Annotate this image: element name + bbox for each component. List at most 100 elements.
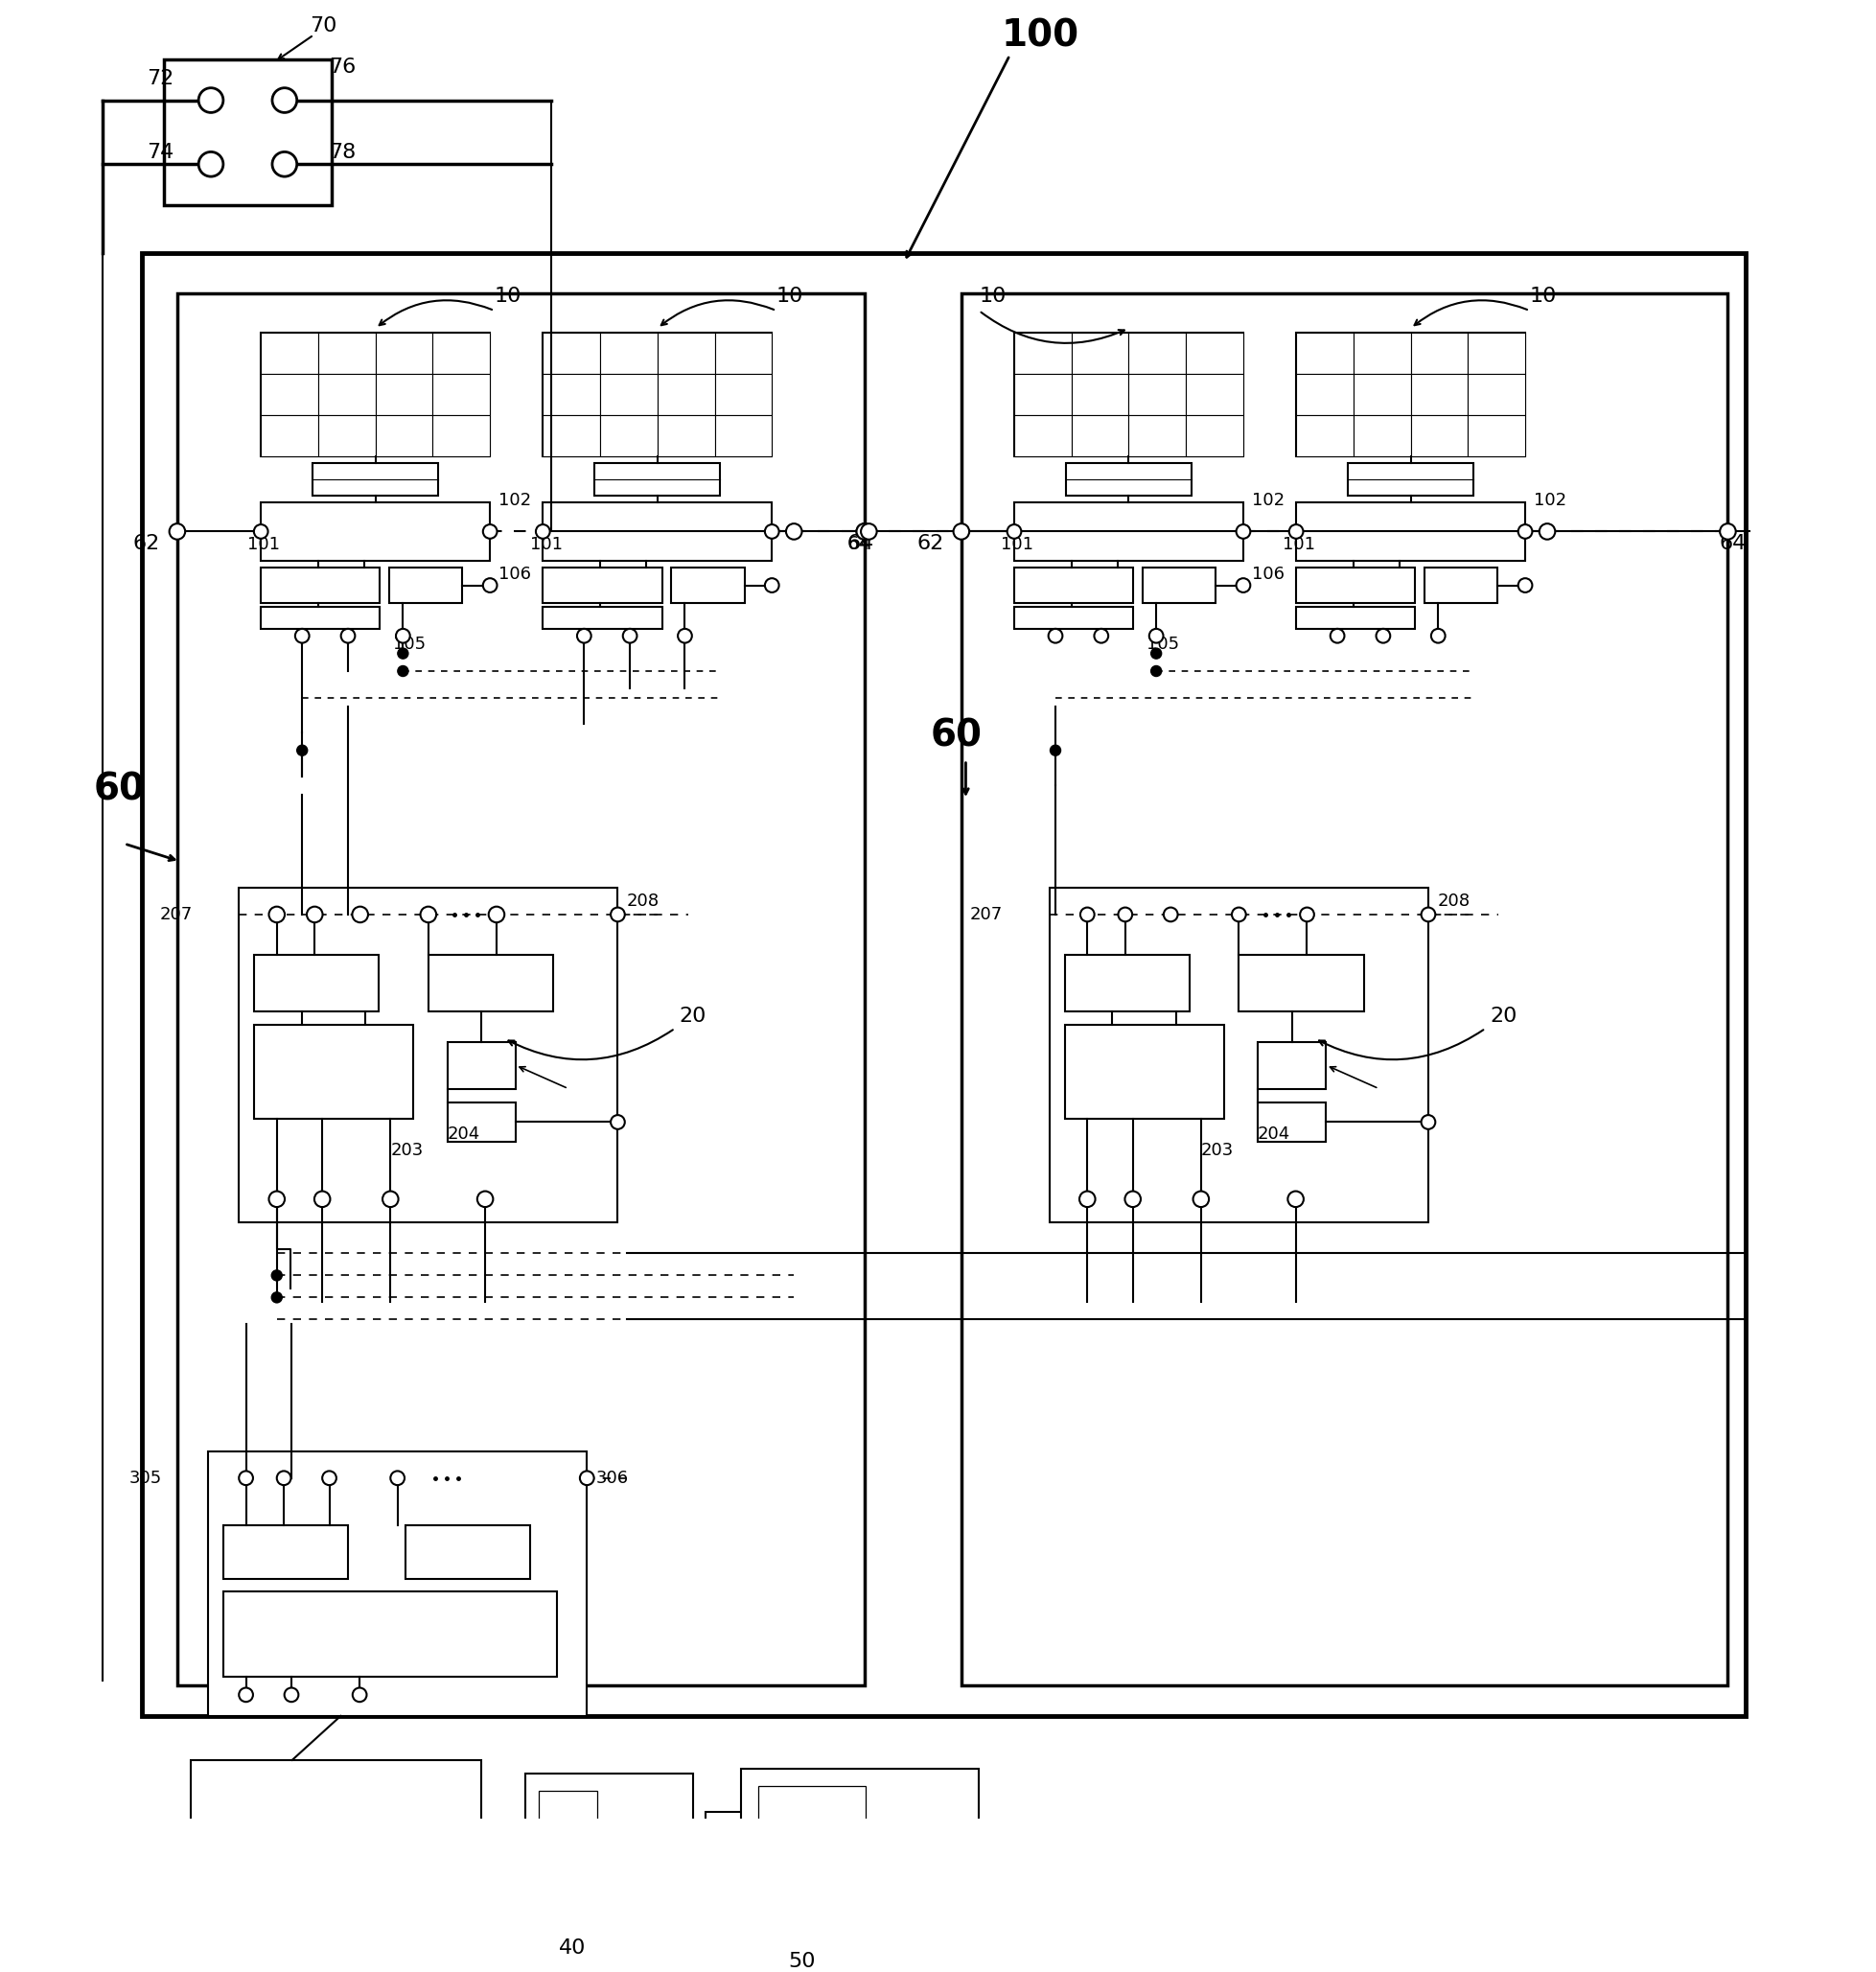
Circle shape [1289,525,1304,538]
Text: 62: 62 [917,534,944,552]
Circle shape [1126,1191,1141,1207]
Text: 203: 203 [390,1142,424,1160]
Circle shape [270,907,283,921]
Circle shape [1152,667,1161,676]
Bar [1411,333,1467,375]
Bar [1353,375,1411,416]
Circle shape [272,152,296,177]
Circle shape [1007,525,1021,538]
Text: 50: 50 [788,1952,816,1970]
Text: 106: 106 [1251,566,1285,582]
Circle shape [767,1844,780,1858]
Circle shape [1094,629,1109,643]
Circle shape [341,629,355,643]
Circle shape [398,649,409,659]
Bar [600,333,657,375]
Circle shape [1720,525,1735,540]
Text: 101: 101 [529,536,563,552]
Bar [1015,416,1071,458]
Bar [261,333,319,375]
Circle shape [677,629,692,643]
Bar [542,375,600,416]
Bar [595,463,720,495]
Bar [1142,568,1216,603]
Circle shape [857,525,872,540]
Circle shape [482,578,497,592]
Bar [446,1102,516,1142]
Bar [961,294,1728,1686]
Bar [542,607,662,629]
Circle shape [482,525,497,538]
Circle shape [578,629,591,643]
Bar [1186,416,1244,458]
Bar [261,568,381,603]
Bar [657,375,715,416]
Circle shape [238,1688,253,1702]
Circle shape [398,667,409,676]
Circle shape [1289,1191,1302,1207]
Circle shape [390,1471,405,1485]
Bar [542,333,600,375]
Bar [375,416,433,458]
Bar [1015,607,1133,629]
Bar [1186,375,1244,416]
Circle shape [477,1191,493,1207]
Circle shape [383,1191,398,1207]
Bar [1071,375,1129,416]
Bar [1064,1025,1223,1118]
Bar [253,954,379,1012]
Circle shape [1518,525,1533,538]
Circle shape [861,525,876,540]
Circle shape [488,907,505,923]
Bar [1015,503,1244,560]
Bar [1049,887,1428,1223]
Circle shape [238,1471,253,1485]
Bar [261,416,319,458]
Text: 207: 207 [159,905,193,923]
Bar [375,333,433,375]
Text: 78: 78 [328,142,356,162]
Text: 101: 101 [1002,536,1034,552]
Bar [1015,375,1071,416]
Text: 204: 204 [446,1126,480,1142]
Bar [253,1025,413,1118]
Bar [446,1041,516,1089]
Bar [1353,333,1411,375]
Bar [261,333,490,458]
Bar [433,333,490,375]
Circle shape [295,629,310,643]
Circle shape [315,1191,330,1207]
Circle shape [936,1848,951,1862]
Circle shape [383,1191,398,1207]
Bar [1296,607,1415,629]
Bar [433,416,490,458]
Text: 105: 105 [394,635,426,653]
Text: 62: 62 [133,534,159,552]
Text: 306: 306 [597,1469,628,1487]
Circle shape [490,907,503,921]
Circle shape [623,629,638,643]
Bar [600,416,657,458]
Circle shape [1540,525,1555,540]
Bar [238,887,617,1223]
Text: 204: 204 [1257,1126,1291,1142]
Bar [715,416,771,458]
Text: 72: 72 [146,69,173,89]
Bar [1257,1102,1326,1142]
Text: 74: 74 [146,142,173,162]
Text: 203: 203 [1201,1142,1234,1160]
Bar [223,1526,349,1578]
Bar [1296,416,1353,458]
Text: 101: 101 [248,536,280,552]
Circle shape [353,907,368,923]
Text: 10: 10 [777,286,803,306]
Circle shape [169,525,186,540]
Circle shape [1300,907,1313,921]
Text: 40: 40 [559,1938,585,1958]
Text: 64: 64 [1718,534,1747,552]
Bar [1424,568,1497,603]
Circle shape [857,525,872,540]
Text: 101: 101 [1283,536,1315,552]
Circle shape [1193,1191,1208,1207]
Bar [715,375,771,416]
